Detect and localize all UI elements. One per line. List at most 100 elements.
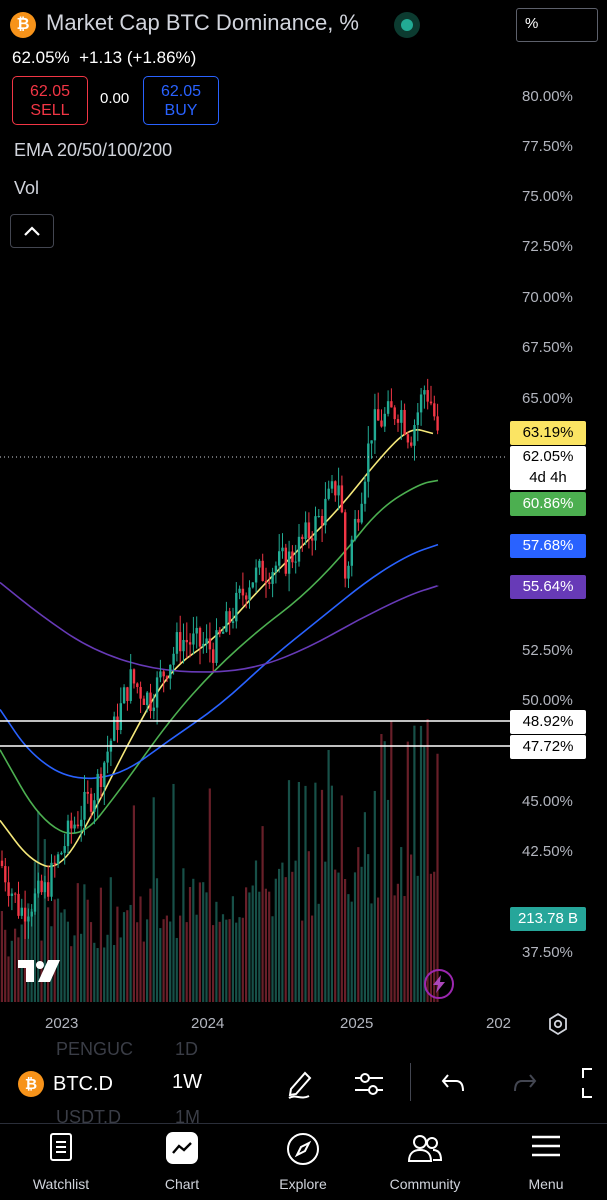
volume-bar (433, 871, 436, 1002)
drawing-tools-icon[interactable] (285, 1067, 315, 1099)
buy-price: 62.05 (160, 83, 202, 100)
volume-bar (436, 753, 439, 1002)
candle-body (37, 880, 40, 894)
compass-icon (287, 1133, 319, 1165)
volume-bar (17, 937, 20, 1002)
volume-bar (334, 869, 337, 1002)
price-chart[interactable] (0, 0, 607, 1045)
candle-body (27, 916, 30, 922)
volume-bar (294, 860, 297, 1002)
candle-body (258, 560, 261, 568)
volume-badge: 213.78 B (510, 907, 586, 931)
candle-body (423, 390, 426, 395)
undo-icon[interactable] (440, 1071, 466, 1095)
redo-icon[interactable] (512, 1071, 538, 1095)
candle-body (172, 653, 175, 665)
candle-body (231, 621, 235, 623)
volume-bar (175, 937, 178, 1002)
volume-bar (261, 826, 264, 1002)
change-value: +1.13 (+1.86%) (79, 48, 197, 67)
indicator-volume[interactable]: Vol (14, 178, 40, 198)
volume-bar (268, 891, 271, 1002)
candle-body (99, 773, 103, 788)
nav-watchlist[interactable]: Watchlist (11, 1124, 111, 1200)
volume-bar (327, 749, 330, 1002)
symbol-selector[interactable]: ₿ BTC.D (18, 1070, 113, 1098)
volume-bar (116, 906, 119, 1002)
volume-bar (248, 892, 251, 1002)
x-tick: 2025 (340, 1015, 374, 1032)
candle-body (119, 703, 122, 730)
price-quote: 62.05% +1.13 (+1.86%) (12, 48, 196, 68)
last-price-value: 62.05% (522, 448, 574, 465)
nav-chart[interactable]: Chart (132, 1124, 232, 1200)
nav-menu[interactable]: Menu (496, 1124, 596, 1200)
volume-bar (304, 785, 307, 1002)
nav-explore[interactable]: Explore (253, 1124, 353, 1200)
candle-body (235, 592, 238, 622)
volume-bar (287, 780, 291, 1002)
scale-mode-button[interactable]: % (516, 8, 598, 42)
candle-body (185, 639, 188, 643)
volume-bar (416, 875, 419, 1002)
buy-button[interactable]: 62.05 BUY (143, 76, 219, 125)
chart-title[interactable]: Market Cap BTC Dominance, % (46, 10, 359, 35)
market-status-icon[interactable] (394, 12, 420, 38)
volume-bar (274, 878, 277, 1002)
volume-bar (347, 894, 350, 1002)
volume-bar (27, 903, 30, 1002)
indicators-settings-icon[interactable] (354, 1070, 384, 1098)
candle-body (291, 551, 294, 563)
y-tick: 52.50% (522, 642, 573, 659)
candle-body (320, 516, 324, 526)
collapse-indicators-button[interactable] (10, 214, 54, 248)
volume-bar (340, 795, 343, 1002)
nav-community[interactable]: Community (375, 1124, 475, 1200)
candle-body (347, 565, 350, 579)
volume-bar (70, 946, 73, 1002)
candles (0, 378, 439, 940)
volume-bar (221, 914, 225, 1002)
volume-bar (73, 935, 76, 1002)
volume-bar (383, 741, 386, 1002)
chart-settings-icon[interactable] (547, 1012, 569, 1036)
interval-selector[interactable]: 1W (172, 1071, 202, 1093)
ema50-line (0, 479, 439, 835)
candle-body (142, 698, 146, 705)
candle-body (149, 692, 152, 712)
candle-body (264, 580, 268, 583)
lightning-icon[interactable] (424, 969, 454, 999)
y-tick: 77.50% (522, 138, 573, 155)
ema-lines (0, 429, 439, 868)
volume-bar (386, 799, 390, 1002)
candle-body (334, 481, 337, 496)
volume-bar (423, 746, 426, 1002)
candle-body (324, 498, 327, 526)
candle-body (106, 751, 109, 763)
volume-bar (63, 909, 66, 1002)
fullscreen-icon[interactable] (580, 1067, 607, 1099)
volume-bar (89, 922, 93, 1002)
candle-body (47, 882, 50, 897)
volume-bar (53, 899, 56, 1002)
candle-body (33, 893, 37, 912)
chevron-up-icon (24, 226, 40, 236)
candle-body (70, 820, 73, 829)
candle-body (162, 671, 165, 677)
volume-bar (396, 883, 399, 1002)
volume-bar (297, 781, 300, 1002)
indicator-ema[interactable]: EMA 20/50/100/200 (14, 140, 173, 160)
volume-bar (76, 883, 79, 1002)
candle-body (53, 862, 56, 864)
volume-bar (4, 929, 7, 1002)
sell-button[interactable]: 62.05 SELL (12, 76, 88, 125)
candle-body (198, 627, 202, 647)
volume-bar (56, 898, 60, 1002)
candle-body (426, 390, 429, 402)
candle-body (380, 420, 383, 427)
candle-body (20, 907, 23, 916)
volume-bar (152, 797, 155, 1002)
candle-body (367, 443, 370, 482)
volume-bar (337, 872, 340, 1002)
candle-body (73, 824, 76, 829)
